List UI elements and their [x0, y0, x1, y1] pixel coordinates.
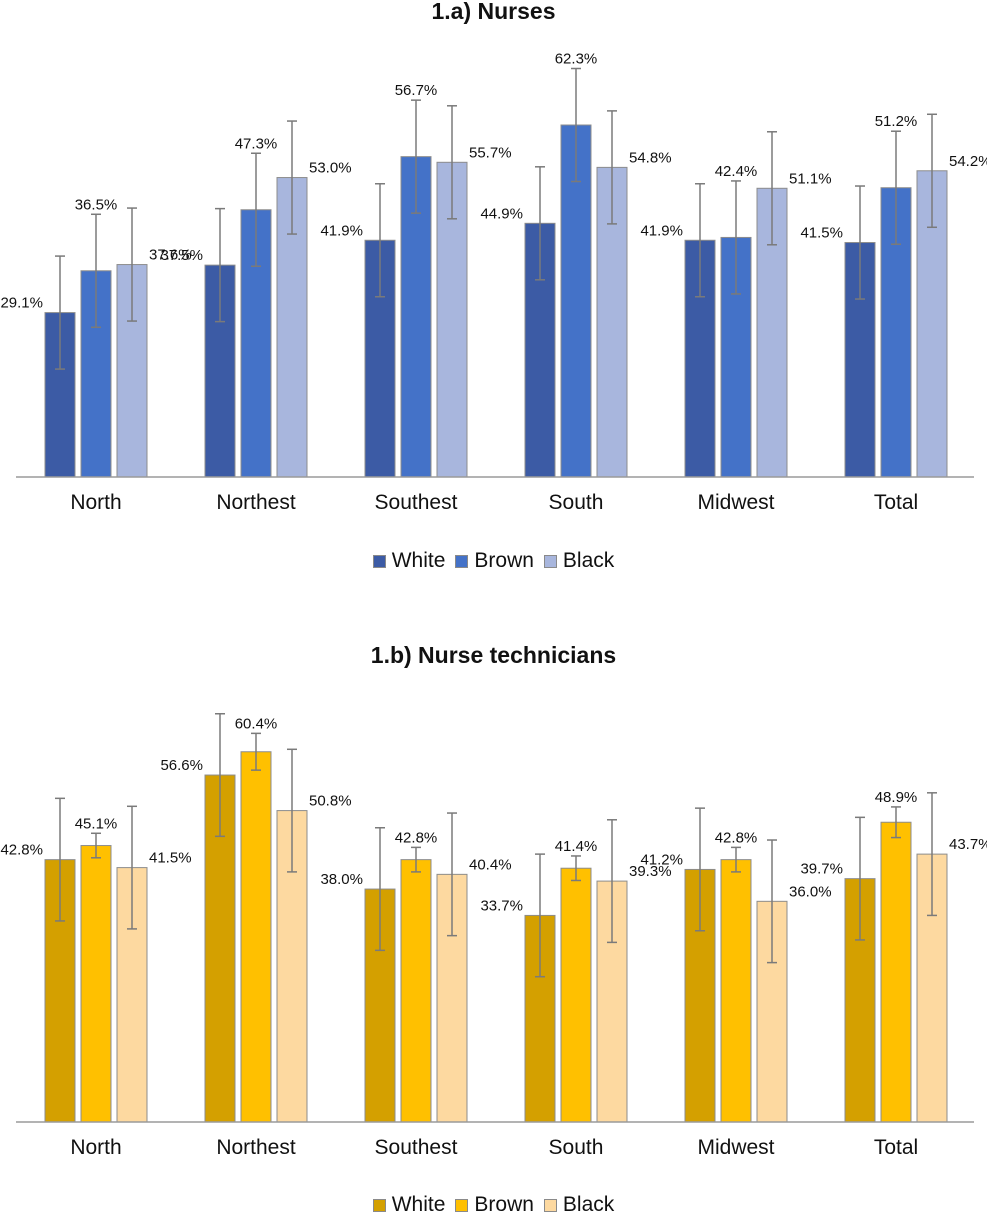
- data-label: 42.4%: [715, 163, 758, 180]
- legend-item-black: Black: [543, 1193, 615, 1217]
- bar-brown-north: [80, 845, 112, 1123]
- data-label: 44.9%: [480, 205, 523, 222]
- x-tick-label: Midwest: [697, 491, 774, 514]
- x-tick-label: South: [549, 1136, 604, 1159]
- legend-swatch-brown: [455, 554, 469, 568]
- data-label: 41.9%: [320, 222, 363, 239]
- legend-swatch-white: [372, 554, 386, 568]
- data-label: 56.6%: [160, 757, 203, 774]
- legend-label-black: Black: [562, 549, 615, 572]
- data-label: 54.2%: [949, 153, 987, 170]
- data-label: 56.7%: [395, 82, 438, 99]
- bar-brown-south: [560, 124, 592, 478]
- legend-item-brown: Brown: [455, 549, 534, 573]
- data-label: 47.3%: [235, 135, 278, 152]
- x-tick-label: Southest: [375, 1136, 458, 1159]
- data-label: 60.4%: [235, 715, 278, 732]
- data-label: 40.4%: [469, 856, 512, 873]
- legend-nurses: White Brown Black: [0, 549, 987, 573]
- legend-item-black: Black: [543, 549, 615, 573]
- bar-brown-south: [560, 867, 592, 1123]
- legend-label-white: White: [391, 1193, 446, 1216]
- data-label: 41.2%: [640, 851, 683, 868]
- bar-brown-midwest: [720, 859, 752, 1123]
- data-label: 41.5%: [149, 850, 192, 867]
- x-tick-label: Total: [874, 1136, 918, 1159]
- data-label: 42.8%: [395, 829, 438, 846]
- legend-label-brown: Brown: [474, 549, 534, 572]
- legend-item-white: White: [372, 1193, 446, 1217]
- data-label: 43.7%: [949, 836, 987, 853]
- data-label: 48.9%: [875, 789, 918, 806]
- data-label: 36.0%: [789, 883, 832, 900]
- data-label: 55.7%: [469, 144, 512, 161]
- data-label: 39.7%: [800, 861, 843, 878]
- bar-brown-southest: [400, 859, 432, 1123]
- data-label: 51.2%: [875, 113, 918, 130]
- bar-brown-northest: [240, 751, 272, 1123]
- data-label: 41.5%: [800, 225, 843, 242]
- data-label: 33.7%: [480, 897, 523, 914]
- data-label: 38.0%: [320, 871, 363, 888]
- data-label: 62.3%: [555, 51, 598, 68]
- x-tick-label: Southest: [375, 491, 458, 514]
- legend-item-white: White: [372, 549, 446, 573]
- data-label: 51.1%: [789, 170, 832, 187]
- data-label: 53.0%: [309, 160, 352, 177]
- x-tick-label: North: [70, 1136, 121, 1159]
- x-tick-label: Northest: [216, 1136, 296, 1159]
- legend-swatch-black: [543, 1198, 557, 1212]
- data-label: 45.1%: [75, 815, 118, 832]
- bar-brown-total: [880, 821, 912, 1123]
- data-label: 54.8%: [629, 149, 672, 166]
- data-label: 50.8%: [309, 793, 352, 810]
- data-label: 41.4%: [555, 838, 598, 855]
- x-tick-label: Northest: [216, 491, 296, 514]
- x-tick-label: Midwest: [697, 1136, 774, 1159]
- data-label: 37.6%: [149, 247, 192, 264]
- x-tick-label: South: [549, 491, 604, 514]
- data-label: 39.3%: [629, 863, 672, 880]
- legend-label-white: White: [391, 549, 446, 572]
- data-label: 36.5%: [75, 196, 118, 213]
- x-tick-label: North: [70, 491, 121, 514]
- data-label: 29.1%: [0, 295, 43, 312]
- data-label: 42.8%: [715, 829, 758, 846]
- chart-title-nurses: 1.a) Nurses: [431, 0, 556, 24]
- legend-label-brown: Brown: [474, 1193, 534, 1216]
- legend-label-black: Black: [562, 1193, 615, 1216]
- legend-swatch-black: [543, 554, 557, 568]
- x-tick-label: Total: [874, 491, 918, 514]
- legend-swatch-white: [372, 1198, 386, 1212]
- chart-title-nurse-technicians: 1.b) Nurse technicians: [370, 642, 617, 668]
- legend-swatch-brown: [455, 1198, 469, 1212]
- legend-item-brown: Brown: [455, 1193, 534, 1217]
- data-label: 37.5%: [160, 247, 203, 264]
- data-label: 41.9%: [640, 222, 683, 239]
- legend-nurse-technicians: White Brown Black: [0, 1193, 987, 1217]
- data-label: 42.8%: [0, 842, 43, 859]
